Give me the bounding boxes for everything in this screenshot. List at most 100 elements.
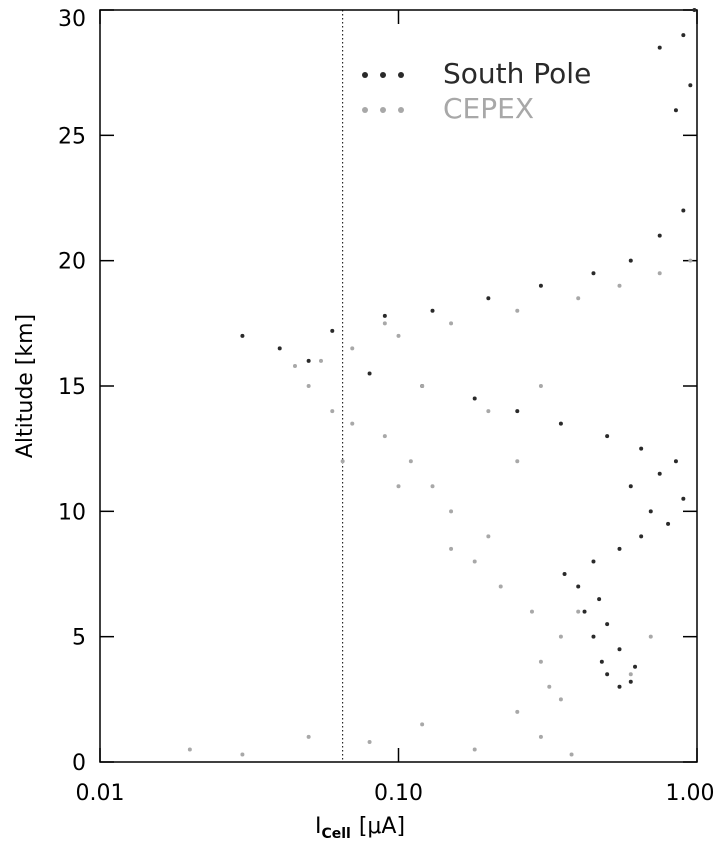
scatter-point [657,233,662,238]
scatter-point [648,634,653,639]
scatter-point [472,747,477,752]
scatter-point [673,459,678,464]
scatter-point [382,321,387,326]
x-tick-label: 0.01 [76,781,125,806]
scatter-point [350,421,355,426]
scatter-point [367,739,372,744]
scatter-point [569,752,574,757]
scatter-point [617,647,622,652]
y-tick-label: 15 [58,375,86,400]
scatter-point [396,484,401,489]
scatter-point [657,471,662,476]
legend-label: South Pole [443,57,591,90]
x-label-unit: [μA] [359,814,405,839]
scatter-point [515,409,520,414]
scatter-point [420,384,425,388]
scatter-point [591,271,596,276]
scatter-point [628,258,633,263]
scatter-point [449,546,454,551]
scatter-point [605,622,610,627]
scatter-point [240,752,245,757]
scatter-point [420,722,425,727]
scatter-point [498,584,503,589]
scatter-point [633,664,638,669]
y-tick-label: 10 [58,500,86,525]
scatter-point [306,384,311,388]
scatter-point [591,634,596,639]
scatter-point [639,534,644,539]
x-label-sub: Cell [321,826,350,842]
x-label-main: I [315,814,322,839]
scatter-point [318,358,323,363]
scatter-point [582,609,587,614]
scatter-point [306,734,311,739]
scatter-point [688,83,693,88]
legend-marker [362,107,368,113]
scatter-point [639,446,644,451]
scatter-point [692,8,697,12]
legend-marker [362,72,368,78]
scatter-point [558,697,563,702]
scatter-point [449,321,454,326]
y-tick-label: 0 [72,751,86,776]
scatter-point [576,296,581,301]
scatter-point [340,459,345,464]
scatter-point [681,33,686,38]
scatter-point [558,634,563,639]
scatter-point [538,734,543,739]
scatter-point [472,559,477,564]
scatter-point [330,328,335,333]
scatter-point [538,384,543,388]
scatter-point [576,584,581,589]
scatter-point [486,534,491,539]
scatter-point [396,333,401,338]
y-axis-label: Altitude [km] [13,314,38,458]
scatter-point [576,609,581,614]
scatter-point [472,396,477,401]
x-tick-label: 0.10 [374,781,423,806]
scatter-point [666,521,671,526]
scatter-point [681,208,686,213]
scatter-point [538,659,543,664]
scatter-point [617,684,622,689]
scatter-point [673,108,678,113]
scatter-point [605,672,610,677]
scatter-point [277,346,282,351]
scatter-point [486,296,491,301]
legend-marker [380,107,386,113]
scatter-point [515,459,520,464]
y-tick-label: 30 [58,7,86,32]
scatter-point [529,609,534,614]
scatter-point [628,679,633,684]
scatter-point [515,709,520,714]
scatter-point [430,308,435,313]
legend-marker [380,72,386,78]
legend-label: CEPEX [443,92,534,125]
scatter-point [562,572,567,576]
y-tick-label: 5 [72,626,86,651]
scatter-point [597,597,602,602]
scatter-point [681,496,686,501]
scatter-point [187,747,192,752]
scatter-point [350,346,355,351]
scatter-point [330,409,335,414]
scatter-point [486,409,491,414]
scatter-point [382,434,387,439]
scatter-point [430,484,435,489]
scatter-point [617,283,622,288]
scatter-point [591,559,596,564]
plot-frame [99,9,698,763]
scatter-point [306,358,311,363]
scatter-point [408,459,413,464]
scatter-point [605,434,610,439]
y-tick-label: 20 [58,250,86,275]
x-tick-label: 1.00 [666,781,715,806]
scatter-point [617,546,622,551]
scatter-point [240,333,245,338]
scatter-point [558,421,563,426]
scatter-point [657,271,662,276]
scatter-point [648,509,653,514]
y-tick-label: 25 [58,124,86,149]
scatter-point [382,313,387,318]
